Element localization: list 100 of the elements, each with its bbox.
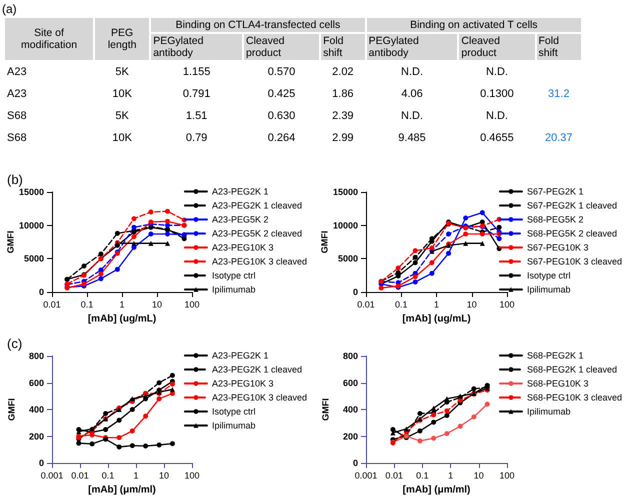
x-tick-label: 100 <box>184 300 200 310</box>
y-tick-label: 800 <box>342 351 358 361</box>
text: 4.06 <box>400 87 424 102</box>
legend-label: Ipilimumab <box>526 284 570 294</box>
text: PEG length <box>95 18 150 60</box>
text: A23 <box>6 87 28 102</box>
legend-label: Isotype ctrl <box>212 270 256 280</box>
legend-label: A23-PEG5K 2 cleaved <box>212 228 302 238</box>
x-tick-label: 0.001 <box>354 470 378 480</box>
legend-label: A23-PEG2K 1 <box>212 186 268 196</box>
x-tick-label: 1 <box>133 470 139 480</box>
x-tick-label: 0.1 <box>416 470 429 480</box>
text: N.D. <box>484 109 509 124</box>
text: 2.99 <box>331 131 355 146</box>
text: S68 <box>6 109 28 124</box>
x-tick-label: 10 <box>474 470 484 480</box>
text: S68 <box>6 131 28 146</box>
legend-label: A23-PEG2K 1 cleaved <box>212 364 302 374</box>
text: Cleaved product <box>459 34 534 60</box>
text: 0.791 <box>182 87 212 102</box>
text: 1.155 <box>182 65 212 80</box>
y-tick-label: 15000 <box>332 187 358 197</box>
y-tick-label: 10000 <box>18 220 44 230</box>
text: A23 <box>6 65 28 80</box>
text: Site of modification <box>5 18 94 60</box>
y-tick-label: 15000 <box>18 187 44 197</box>
y-axis-title: GMFI <box>320 230 330 254</box>
text: Fold shift <box>321 34 365 60</box>
legend-label: A23-PEG10K 3 <box>212 242 274 252</box>
x-tick-label: 10 <box>466 300 477 310</box>
y-tick-label: 0 <box>352 458 358 468</box>
x-tick-label: 0.1 <box>394 300 408 310</box>
legend-label: S68-PEG10K 3 cleaved <box>526 392 622 402</box>
text: 1.86 <box>331 87 355 102</box>
text: Binding on CTLA4-transfected cells <box>151 18 365 32</box>
y-tick-label: 800 <box>28 351 44 361</box>
x-axis-title: [mAb] (μm/ml) <box>402 484 470 496</box>
text: 0.4655 <box>479 131 515 146</box>
x-tick-label: 100 <box>184 470 200 480</box>
y-tick-label: 0 <box>38 287 44 297</box>
text: 0.425 <box>266 87 296 102</box>
text: N.D. <box>484 65 509 80</box>
x-axis-title: [mAb] (μm/ml) <box>88 484 156 496</box>
legend-label: A23-PEG10K 3 cleaved <box>212 256 308 266</box>
legend-label: Ipilimumab <box>526 406 570 416</box>
text: (a) <box>2 2 17 16</box>
legend-label: A23-PEG10K 3 cleaved <box>212 392 308 402</box>
legend-label: S67-PEG10K 3 <box>526 242 588 252</box>
x-axis-title: [mAb] (ug/mL) <box>88 314 156 324</box>
text: 9.485 <box>397 131 427 146</box>
legend-label: Ipilimumab <box>212 284 256 294</box>
text: 0.570 <box>266 65 296 80</box>
x-tick-label: 1 <box>119 300 125 310</box>
text: Fold shift <box>536 34 581 60</box>
text: PEGylated antibody <box>151 34 242 60</box>
x-tick-label: 0.01 <box>385 470 403 480</box>
text: 1.51 <box>184 109 208 124</box>
chart-title: (b) <box>7 172 23 187</box>
legend-label: A23-PEG10K 3 <box>212 378 274 388</box>
x-tick-label: 100 <box>499 470 515 480</box>
text: N.D. <box>400 109 424 124</box>
y-tick-label: 600 <box>28 378 44 388</box>
text: Cleaved product <box>244 34 320 60</box>
x-tick-label: 0.01 <box>357 300 375 310</box>
text: 5K <box>114 109 130 124</box>
y-tick-label: 5000 <box>338 254 358 264</box>
y-tick-label: 200 <box>342 431 358 442</box>
legend-label: S67-PEG2K 1 cleaved <box>526 200 618 210</box>
x-tick-label: 1 <box>434 300 440 310</box>
legend-label: Isotype ctrl <box>212 406 256 416</box>
legend-label: S68-PEG2K 1 <box>526 350 584 360</box>
text: 0.79 <box>184 131 208 146</box>
legend-label: S67-PEG2K 1 <box>526 186 584 196</box>
y-tick-label: 400 <box>28 404 44 414</box>
text: 0.1300 <box>479 87 515 102</box>
text: 31.2 <box>547 87 570 102</box>
text: 10K <box>111 87 133 102</box>
y-tick-label: 400 <box>342 404 358 414</box>
y-tick-label: 200 <box>28 431 44 442</box>
legend-label: A23-PEG5K 2 <box>212 214 268 224</box>
x-tick-label: 0.01 <box>43 300 61 310</box>
text: Binding on activated T cells <box>366 18 581 32</box>
legend-label: A23-PEG2K 1 cleaved <box>212 200 302 210</box>
x-tick-label: 1 <box>448 470 454 480</box>
text: 0.264 <box>266 131 296 146</box>
legend-label: S68-PEG5K 2 cleaved <box>526 228 618 238</box>
y-tick-label: 600 <box>342 378 358 388</box>
legend-label: Isotype ctrl <box>526 270 570 280</box>
legend-label: S68-PEG2K 1 cleaved <box>526 364 618 374</box>
text: 10K <box>111 131 133 146</box>
chart-title: (c) <box>7 336 22 351</box>
legend-label: Ipilimumab <box>212 420 256 430</box>
x-tick-label: 0.1 <box>80 300 94 310</box>
text: 0.630 <box>266 109 296 124</box>
legend-label: S67-PEG10K 3 cleaved <box>526 256 622 266</box>
y-tick-label: 10000 <box>332 220 358 230</box>
text: 2.02 <box>331 65 355 80</box>
x-tick-label: 0.1 <box>102 470 114 480</box>
y-axis-title: GMFI <box>6 230 16 254</box>
y-tick-label: 5000 <box>24 254 44 264</box>
